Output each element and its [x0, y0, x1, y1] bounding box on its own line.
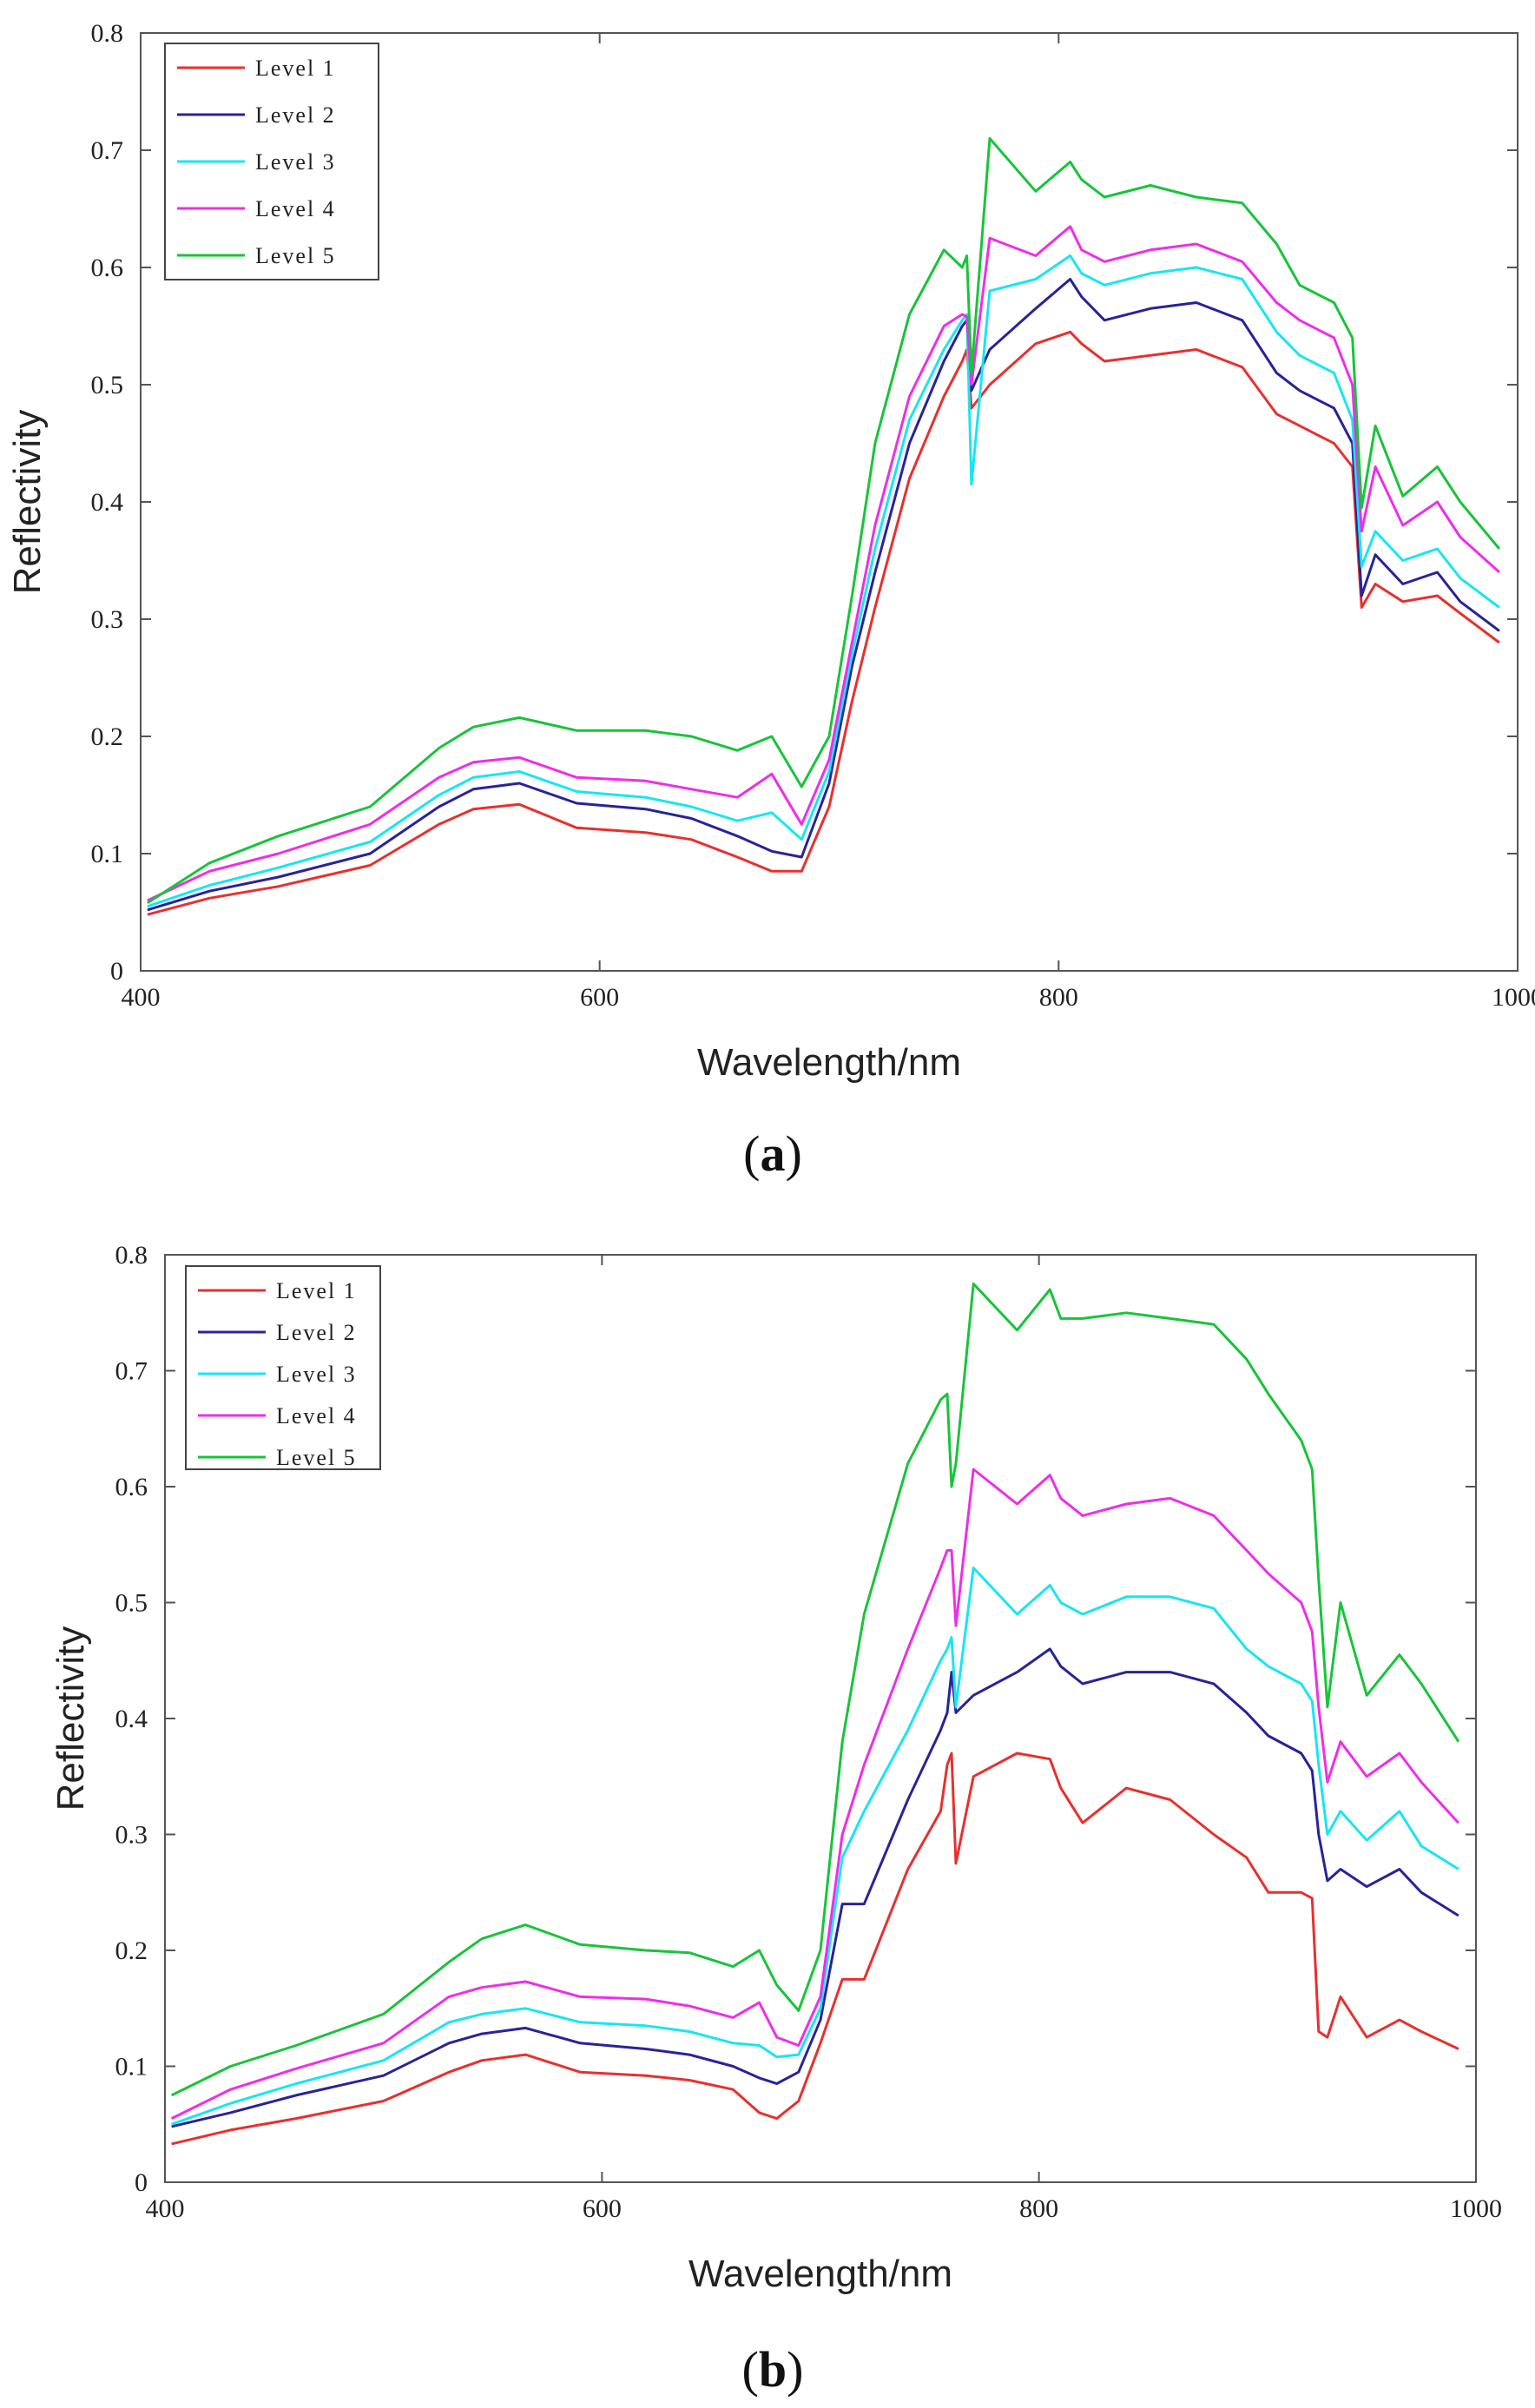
y-tick-label: 0.2 [91, 722, 124, 751]
y-tick-label: 0.6 [91, 254, 124, 282]
y-tick-label: 0.8 [91, 19, 124, 48]
x-tick-label: 800 [1039, 983, 1078, 1012]
legend-label: Level 4 [255, 196, 336, 221]
y-tick-label: 0.1 [91, 840, 124, 868]
x-tick-label: 400 [146, 2194, 185, 2223]
legend-label: Level 5 [255, 243, 336, 268]
reflectivity-chart-a: 0 0.1 0.2 0.3 0.4 0.5 0.6 0.7 0.8 400 600 800 1000 Wa… [6, 19, 1535, 1084]
y-tick-label: 0.7 [115, 1357, 148, 1386]
panel-caption-b: (b) [741, 2341, 804, 2398]
legend-label: Level 3 [255, 149, 336, 175]
x-tick-label: 800 [1019, 2194, 1058, 2223]
y-axis-label: Reflectivity [6, 410, 49, 595]
y-tick-label: 0.7 [91, 136, 124, 165]
panel-a: 0 0.1 0.2 0.3 0.4 0.5 0.6 0.7 0.8 400 600 800 1000 Wa… [6, 19, 1535, 1182]
y-tick-label: 0.4 [115, 1705, 148, 1733]
y-tick-label: 0.4 [91, 488, 124, 517]
x-tick-label: 1000 [1492, 983, 1535, 1012]
legend-label: Level 2 [255, 102, 336, 128]
x-tick-label: 600 [583, 2194, 622, 2223]
legend-label: Level 3 [276, 1362, 357, 1387]
reflectivity-chart-b: 0 0.1 0.2 0.3 0.4 0.5 0.6 0.7 0.8 400 600 800 1000 Wa… [49, 1241, 1502, 2295]
y-tick-label: 0.5 [91, 371, 124, 399]
y-tick-label: 0.8 [115, 1241, 148, 1270]
legend-label: Level 5 [276, 1445, 357, 1470]
legend-label: Level 4 [276, 1403, 357, 1428]
plot-frame [164, 1254, 1477, 2183]
y-axis-label: Reflectivity [49, 1626, 92, 1811]
y-tick-label: 0 [110, 957, 123, 986]
series-line-level-4 [147, 225, 1500, 902]
y-tick-label: 0.1 [115, 2053, 148, 2081]
y-tick-label: 0 [135, 2168, 148, 2197]
y-tick-label: 0.3 [91, 605, 124, 634]
series-line-level-3 [171, 1567, 1459, 2126]
x-tick-label: 400 [122, 983, 161, 1012]
y-tick-label: 0.6 [115, 1473, 148, 1501]
series-line-level-2 [171, 1647, 1459, 2128]
x-axis-label: Wavelength/nm [697, 1041, 961, 1084]
legend-label: Level 2 [276, 1320, 357, 1345]
panel-b: 0 0.1 0.2 0.3 0.4 0.5 0.6 0.7 0.8 400 600 800 1000 Wa… [0, 1233, 1535, 2408]
legend-label: Level 1 [255, 56, 336, 81]
series-line-level-5 [147, 137, 1501, 904]
x-axis-label: Wavelength/nm [688, 2253, 952, 2295]
legend-box [185, 1265, 381, 1470]
legend-label: Level 1 [276, 1278, 357, 1303]
series-line-level-1 [171, 1752, 1459, 2146]
series-line-level-4 [170, 1468, 1460, 2120]
series-line-level-3 [147, 254, 1500, 908]
y-tick-label: 0.5 [115, 1589, 148, 1618]
series-line-level-5 [170, 1282, 1460, 2097]
x-tick-label: 1000 [1450, 2194, 1502, 2223]
x-tick-label: 600 [580, 983, 619, 1012]
y-tick-label: 0.2 [115, 1936, 148, 1965]
panel-caption-a: (a) [743, 1125, 802, 1182]
legend-box [164, 43, 379, 280]
y-tick-label: 0.3 [115, 1821, 148, 1850]
